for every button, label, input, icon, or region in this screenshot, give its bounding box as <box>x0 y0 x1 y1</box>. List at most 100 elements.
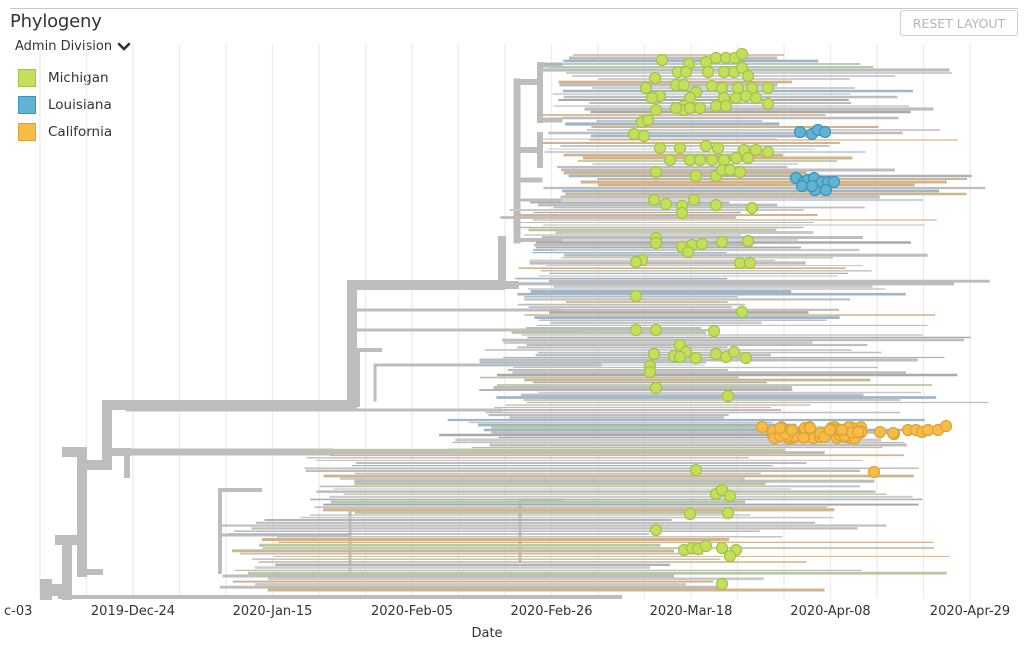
tip-michigan[interactable] <box>663 153 677 167</box>
tip-louisiana[interactable] <box>795 179 809 193</box>
tip-michigan[interactable] <box>739 89 753 103</box>
legend-item-michigan[interactable]: Michigan <box>18 64 112 91</box>
tip-michigan[interactable] <box>641 113 655 127</box>
tip-california[interactable] <box>755 420 769 434</box>
legend-item-louisiana[interactable]: Louisiana <box>18 91 112 118</box>
tip-michigan[interactable] <box>733 256 747 270</box>
tip-michigan[interactable] <box>749 91 763 105</box>
tip-michigan[interactable] <box>741 151 755 165</box>
tip-michigan[interactable] <box>648 71 662 85</box>
tip-michigan[interactable] <box>643 365 657 379</box>
tip-california[interactable] <box>873 425 887 439</box>
tip-michigan[interactable] <box>735 61 749 75</box>
tip-michigan[interactable] <box>673 350 687 364</box>
reset-layout-button[interactable]: RESET LAYOUT <box>900 10 1018 36</box>
tip-michigan[interactable] <box>695 237 709 251</box>
tip-california[interactable] <box>886 426 900 440</box>
tip-michigan[interactable] <box>687 193 701 207</box>
tip-michigan[interactable] <box>649 323 663 337</box>
tip-michigan[interactable] <box>683 153 697 167</box>
tip-michigan[interactable] <box>719 99 733 113</box>
tip-california[interactable] <box>773 421 787 435</box>
tip-california[interactable] <box>785 423 799 437</box>
tip-michigan[interactable] <box>721 506 735 520</box>
tip-michigan[interactable] <box>709 99 723 113</box>
tip-michigan[interactable] <box>749 143 763 157</box>
tip-michigan[interactable] <box>723 549 737 563</box>
tip-california[interactable] <box>851 425 865 439</box>
tip-michigan[interactable] <box>689 351 703 365</box>
tip-michigan[interactable] <box>717 153 731 167</box>
tip-michigan[interactable] <box>739 351 753 365</box>
tip-michigan[interactable] <box>729 91 743 105</box>
tip-michigan[interactable] <box>705 79 719 93</box>
tip-michigan[interactable] <box>649 236 663 250</box>
tip-michigan[interactable] <box>715 541 729 555</box>
tip-california[interactable] <box>823 423 837 437</box>
tip-michigan[interactable] <box>741 234 755 248</box>
tip-michigan[interactable] <box>645 91 659 105</box>
tip-michigan[interactable] <box>649 381 663 395</box>
tip-michigan[interactable] <box>637 129 651 143</box>
tip-michigan[interactable] <box>669 101 683 115</box>
tip-michigan[interactable] <box>693 153 707 167</box>
tip-michigan[interactable] <box>649 165 663 179</box>
tip-michigan[interactable] <box>701 65 715 79</box>
tip-michigan[interactable] <box>711 141 725 155</box>
tip-michigan[interactable] <box>683 507 697 521</box>
tip-michigan[interactable] <box>733 165 747 179</box>
tip-louisiana[interactable] <box>805 179 819 193</box>
tip-michigan[interactable] <box>705 153 719 167</box>
tip-michigan[interactable] <box>723 489 737 503</box>
tip-michigan[interactable] <box>715 483 729 497</box>
phylogeny-tree[interactable] <box>0 44 1024 600</box>
tip-michigan[interactable] <box>741 69 755 83</box>
tip-michigan[interactable] <box>699 55 713 69</box>
legend-item-california[interactable]: California <box>18 118 112 145</box>
tip-michigan[interactable] <box>673 141 687 155</box>
tip-michigan[interactable] <box>745 201 759 215</box>
tip-michigan[interactable] <box>715 81 729 95</box>
tip-michigan[interactable] <box>689 169 703 183</box>
tip-michigan[interactable] <box>707 324 721 338</box>
tip-michigan[interactable] <box>629 323 643 337</box>
tip-michigan[interactable] <box>683 101 697 115</box>
tip-michigan[interactable] <box>655 53 669 67</box>
tip-michigan[interactable] <box>709 198 723 212</box>
tip-michigan[interactable] <box>699 139 713 153</box>
tip-california[interactable] <box>835 423 849 437</box>
tip-michigan[interactable] <box>675 206 689 220</box>
tip-michigan[interactable] <box>715 235 729 249</box>
tip-michigan[interactable] <box>693 101 707 115</box>
tip-michigan[interactable] <box>649 523 663 537</box>
tip-michigan[interactable] <box>649 103 663 117</box>
tip-michigan[interactable] <box>723 163 737 177</box>
tip-michigan[interactable] <box>729 151 743 165</box>
tip-michigan[interactable] <box>709 51 723 65</box>
tip-louisiana[interactable] <box>827 175 841 189</box>
tip-michigan[interactable] <box>627 127 641 141</box>
tip-michigan[interactable] <box>629 289 643 303</box>
tip-michigan[interactable] <box>679 65 693 79</box>
tip-michigan[interactable] <box>743 256 757 270</box>
tip-michigan[interactable] <box>647 347 661 361</box>
tip-michigan[interactable] <box>647 193 661 207</box>
tip-california[interactable] <box>939 419 953 433</box>
tip-california[interactable] <box>867 465 881 479</box>
tip-michigan[interactable] <box>721 389 735 403</box>
tip-michigan[interactable] <box>639 81 653 95</box>
tip-michigan[interactable] <box>699 539 713 553</box>
tip-michigan[interactable] <box>715 577 729 591</box>
tip-california[interactable] <box>921 423 935 437</box>
tip-michigan[interactable] <box>761 97 775 111</box>
tip-michigan[interactable] <box>727 345 741 359</box>
tip-michigan[interactable] <box>629 255 643 269</box>
color-by-dropdown[interactable]: Admin Division <box>15 39 131 54</box>
tip-michigan[interactable] <box>659 197 673 211</box>
tip-michigan[interactable] <box>735 47 749 61</box>
tip-michigan[interactable] <box>653 141 667 155</box>
tip-michigan[interactable] <box>717 65 731 79</box>
tip-michigan[interactable] <box>689 463 703 477</box>
tip-michigan[interactable] <box>735 305 749 319</box>
tip-michigan[interactable] <box>761 145 775 159</box>
